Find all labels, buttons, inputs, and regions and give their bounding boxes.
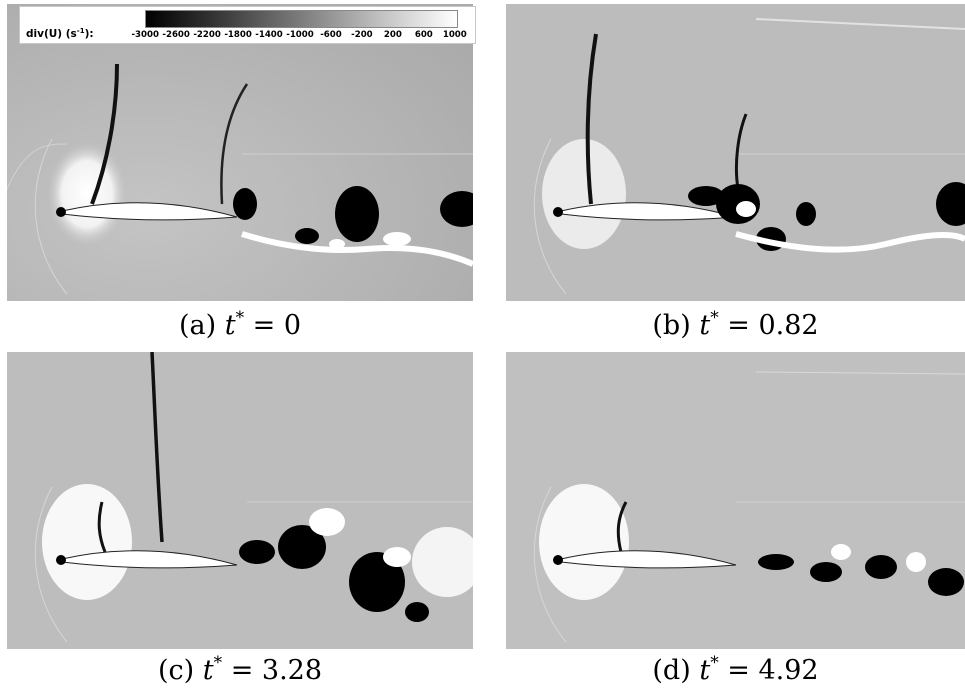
colorbar-tick: -1000 — [286, 30, 314, 40]
flow-field-panel-a — [7, 4, 473, 301]
vortex — [440, 191, 473, 227]
vortex — [335, 186, 379, 242]
vortex — [405, 602, 429, 622]
colorbar-tick: -1400 — [255, 30, 283, 40]
vortex — [295, 228, 319, 244]
divergence-field-image-d — [506, 352, 965, 649]
caption-panel-b: (b) t* = 0.82 — [652, 308, 819, 342]
colorbar-tick: 600 — [414, 30, 433, 40]
leading-edge-point — [56, 207, 66, 217]
caption-panel-a: (a) t* = 0 — [178, 308, 302, 342]
vortex — [233, 188, 257, 220]
shock-wave — [585, 33, 598, 205]
divergence-field-image-c — [7, 352, 473, 649]
shock-wave — [150, 352, 164, 543]
colorbar-tick: -200 — [351, 30, 373, 40]
stagnation-glow — [539, 484, 629, 600]
shock-wave — [220, 83, 249, 205]
wake — [735, 231, 965, 253]
colorbar-tick: -1800 — [224, 30, 252, 40]
airfoil — [61, 202, 238, 221]
airfoil — [560, 550, 737, 569]
stagnation-glow — [42, 484, 132, 600]
vortex — [831, 544, 851, 560]
vortex — [758, 554, 794, 570]
vortex — [810, 562, 842, 582]
caption-panel-d: (d) t* = 4.92 — [652, 653, 819, 687]
vortex — [412, 527, 473, 597]
divergence-field-image-a — [7, 4, 473, 301]
divergence-field-image-b — [506, 4, 965, 301]
vortex — [688, 186, 724, 206]
shock-wave — [734, 113, 748, 190]
colorbar-tick: -600 — [320, 30, 342, 40]
vortex — [349, 552, 405, 612]
leading-edge-point — [553, 207, 563, 217]
shock-wave — [97, 501, 107, 553]
colorbar-tick: -3000 — [131, 30, 159, 40]
vortex — [906, 552, 926, 572]
wake — [241, 231, 473, 267]
vortex — [309, 508, 345, 536]
vortex — [239, 540, 275, 564]
colorbar-legend: div(U) (s-1): -3000 -2600 -2200 -1800 -1… — [19, 6, 476, 44]
shock-wave — [90, 63, 119, 205]
airfoil — [61, 550, 238, 569]
leading-edge-point — [56, 555, 66, 565]
flow-field-panel-c — [7, 352, 473, 649]
flow-field-panel-d — [506, 352, 965, 649]
vortex — [736, 201, 756, 217]
stagnation-glow — [542, 139, 626, 249]
colorbar-gradient — [145, 10, 458, 28]
colorbar-tick: -2600 — [162, 30, 190, 40]
leading-edge-point — [553, 555, 563, 565]
vortex — [383, 232, 411, 246]
flow-field-panel-b — [506, 4, 965, 301]
stagnation-glow — [45, 139, 129, 249]
vortex — [928, 568, 964, 596]
colorbar-label: div(U) (s-1): — [26, 27, 94, 41]
colorbar-tick: -2200 — [193, 30, 221, 40]
caption-panel-c: (c) t* = 3.28 — [157, 653, 323, 687]
vortex — [865, 555, 897, 579]
vortex — [383, 547, 411, 567]
vortex — [936, 182, 965, 226]
colorbar-tick: 1000 — [442, 30, 467, 40]
colorbar-tick: 200 — [383, 30, 402, 40]
shock-wave — [616, 501, 628, 553]
vortex — [796, 202, 816, 226]
vortex — [278, 525, 326, 569]
vortex — [329, 239, 345, 249]
colorbar-ticks: -3000 -2600 -2200 -1800 -1400 -1000 -600… — [128, 30, 472, 42]
